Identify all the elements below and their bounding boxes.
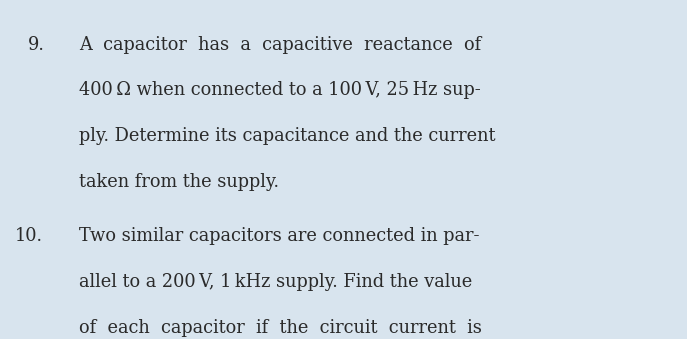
Text: taken from the supply.: taken from the supply. (79, 173, 279, 191)
Text: 400 Ω when connected to a 100 V, 25 Hz sup-: 400 Ω when connected to a 100 V, 25 Hz s… (79, 81, 481, 99)
Text: 10.: 10. (15, 227, 43, 245)
Text: of  each  capacitor  if  the  circuit  current  is: of each capacitor if the circuit current… (79, 319, 482, 337)
Text: A  capacitor  has  a  capacitive  reactance  of: A capacitor has a capacitive reactance o… (79, 36, 482, 54)
Text: allel to a 200 V, 1 kHz supply. Find the value: allel to a 200 V, 1 kHz supply. Find the… (79, 273, 472, 291)
Text: ply. Determine its capacitance and the current: ply. Determine its capacitance and the c… (79, 127, 495, 145)
Text: Two similar capacitors are connected in par-: Two similar capacitors are connected in … (79, 227, 480, 245)
Text: 9.: 9. (27, 36, 45, 54)
